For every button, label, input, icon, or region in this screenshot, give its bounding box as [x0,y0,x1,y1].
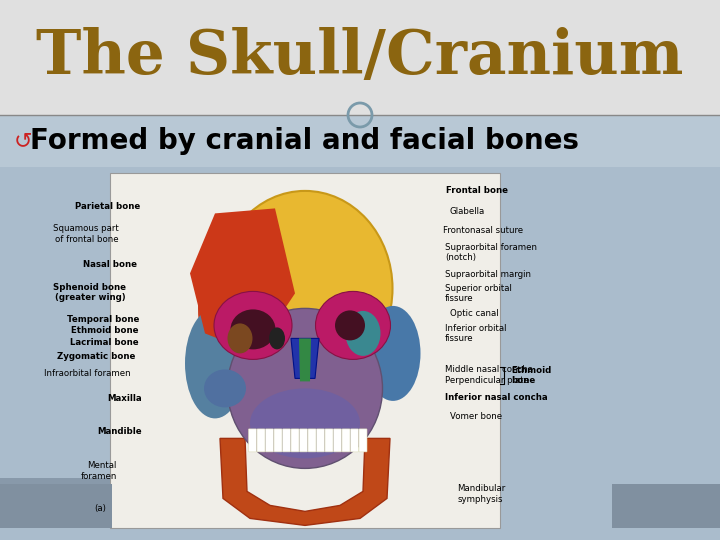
Polygon shape [220,438,390,525]
FancyBboxPatch shape [110,173,500,528]
Ellipse shape [315,292,390,360]
Ellipse shape [335,310,365,340]
Text: Ethmoid bone: Ethmoid bone [71,326,139,335]
Text: (a): (a) [95,504,107,513]
Ellipse shape [198,244,268,373]
Ellipse shape [269,327,285,349]
Text: Maxilla: Maxilla [107,394,142,403]
Text: Mental
foramen: Mental foramen [80,461,117,481]
Ellipse shape [185,308,245,418]
FancyBboxPatch shape [359,429,367,452]
Text: Supraorbital margin: Supraorbital margin [445,270,531,279]
Text: Supraorbital foramen
(notch): Supraorbital foramen (notch) [445,243,537,262]
FancyBboxPatch shape [308,429,316,452]
Text: Optic canal: Optic canal [450,309,499,318]
Text: Inferior nasal concha: Inferior nasal concha [445,394,548,402]
FancyBboxPatch shape [333,429,341,452]
FancyBboxPatch shape [300,429,307,452]
Text: Middle nasal concha: Middle nasal concha [445,366,533,374]
Ellipse shape [217,191,392,386]
Text: Ethmoid
bone: Ethmoid bone [511,366,552,385]
FancyBboxPatch shape [0,115,720,167]
Polygon shape [291,339,319,379]
Ellipse shape [250,388,360,458]
FancyBboxPatch shape [500,173,720,528]
Text: Mandibular
symphysis: Mandibular symphysis [457,484,505,504]
FancyBboxPatch shape [612,484,720,528]
Text: Parietal bone: Parietal bone [75,202,140,211]
Text: Sphenoid bone
(greater wing): Sphenoid bone (greater wing) [53,283,126,302]
Text: Infraorbital foramen: Infraorbital foramen [45,369,131,378]
Text: ↺: ↺ [14,131,32,151]
FancyBboxPatch shape [0,173,110,528]
Text: Inferior orbital
fissure: Inferior orbital fissure [445,324,506,343]
FancyBboxPatch shape [248,429,256,452]
FancyBboxPatch shape [0,478,110,528]
FancyBboxPatch shape [317,429,325,452]
FancyBboxPatch shape [0,484,112,528]
Text: Vomer bone: Vomer bone [450,413,502,421]
Text: Frontal bone: Frontal bone [446,186,508,194]
Text: Zygomatic bone: Zygomatic bone [57,352,135,361]
Text: Superior orbital
fissure: Superior orbital fissure [445,284,512,303]
Polygon shape [190,208,295,353]
Text: Glabella: Glabella [450,207,485,216]
FancyBboxPatch shape [282,429,290,452]
FancyBboxPatch shape [257,429,265,452]
FancyBboxPatch shape [0,0,720,115]
Ellipse shape [230,309,276,349]
Text: Squamous part
of frontal bone: Squamous part of frontal bone [53,224,119,244]
Text: Perpendicular plate: Perpendicular plate [445,376,529,385]
FancyBboxPatch shape [266,429,274,452]
FancyBboxPatch shape [325,429,333,452]
FancyBboxPatch shape [274,429,282,452]
Polygon shape [299,339,311,381]
Ellipse shape [346,311,380,356]
Ellipse shape [214,292,292,360]
Text: The Skull/Cranium: The Skull/Cranium [36,27,684,87]
Ellipse shape [228,308,382,468]
Text: Temporal bone: Temporal bone [66,315,139,324]
FancyBboxPatch shape [291,429,299,452]
Text: Nasal bone: Nasal bone [83,260,137,269]
Text: Lacrimal bone: Lacrimal bone [71,339,139,347]
Text: Formed by cranial and facial bones: Formed by cranial and facial bones [30,127,579,155]
Ellipse shape [204,369,246,407]
Ellipse shape [366,306,420,401]
Text: Frontonasal suture: Frontonasal suture [443,226,523,234]
Text: Mandible: Mandible [97,428,142,436]
FancyBboxPatch shape [342,429,350,452]
Ellipse shape [228,323,253,353]
FancyBboxPatch shape [351,429,359,452]
